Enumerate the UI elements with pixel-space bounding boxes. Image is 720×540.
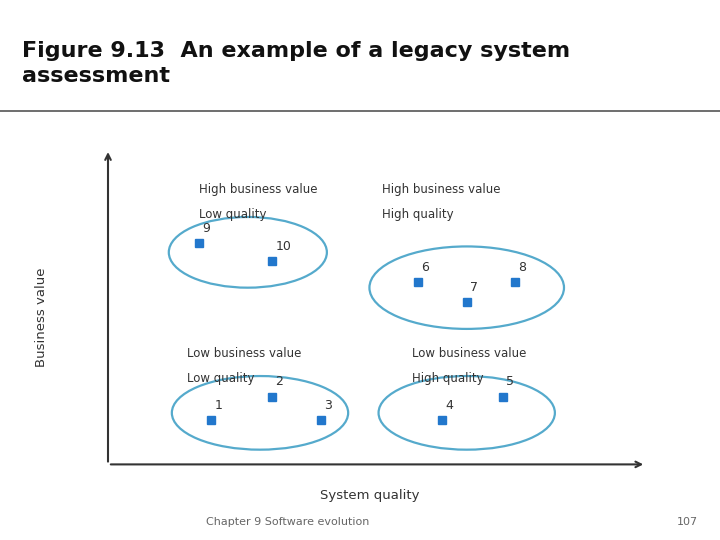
Text: High business value: High business value xyxy=(382,184,500,197)
Text: Low business value: Low business value xyxy=(187,347,302,360)
Text: Low quality: Low quality xyxy=(199,208,266,221)
Text: 107: 107 xyxy=(678,517,698,527)
Text: Low quality: Low quality xyxy=(187,372,255,385)
Text: 6: 6 xyxy=(421,260,429,274)
Text: 1: 1 xyxy=(215,399,222,412)
Text: 10: 10 xyxy=(275,240,291,253)
Text: High quality: High quality xyxy=(382,208,453,221)
Text: Business value: Business value xyxy=(35,267,48,367)
Text: 7: 7 xyxy=(469,281,478,294)
Text: 2: 2 xyxy=(275,375,283,388)
Text: Figure 9.13  An example of a legacy system
assessment: Figure 9.13 An example of a legacy syste… xyxy=(22,42,570,86)
Text: High quality: High quality xyxy=(412,372,484,385)
Text: 9: 9 xyxy=(202,222,210,235)
Text: Chapter 9 Software evolution: Chapter 9 Software evolution xyxy=(207,517,369,527)
Text: 8: 8 xyxy=(518,260,526,274)
Text: High business value: High business value xyxy=(199,184,318,197)
Text: Low business value: Low business value xyxy=(412,347,526,360)
Text: 3: 3 xyxy=(324,399,332,412)
Text: 4: 4 xyxy=(446,399,454,412)
Text: 5: 5 xyxy=(506,375,514,388)
Text: System quality: System quality xyxy=(320,489,419,502)
